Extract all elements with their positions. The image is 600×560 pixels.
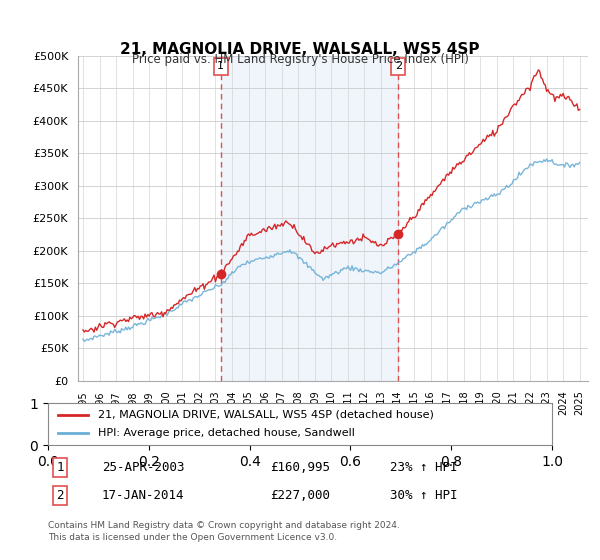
Text: £227,000: £227,000 [270, 489, 330, 502]
Text: 1: 1 [56, 461, 64, 474]
Text: 17-JAN-2014: 17-JAN-2014 [102, 489, 185, 502]
Text: 21, MAGNOLIA DRIVE, WALSALL, WS5 4SP (detached house): 21, MAGNOLIA DRIVE, WALSALL, WS5 4SP (de… [98, 410, 434, 420]
Text: £160,995: £160,995 [270, 461, 330, 474]
Text: Price paid vs. HM Land Registry's House Price Index (HPI): Price paid vs. HM Land Registry's House … [131, 53, 469, 66]
Text: 23% ↑ HPI: 23% ↑ HPI [390, 461, 458, 474]
Text: 30% ↑ HPI: 30% ↑ HPI [390, 489, 458, 502]
Text: 2: 2 [395, 62, 402, 71]
Text: 1: 1 [217, 62, 224, 71]
Text: HPI: Average price, detached house, Sandwell: HPI: Average price, detached house, Sand… [98, 428, 355, 438]
Text: 21, MAGNOLIA DRIVE, WALSALL, WS5 4SP: 21, MAGNOLIA DRIVE, WALSALL, WS5 4SP [120, 42, 480, 57]
Text: 25-APR-2003: 25-APR-2003 [102, 461, 185, 474]
Bar [221, 56, 398, 381]
Text: This data is licensed under the Open Government Licence v3.0.: This data is licensed under the Open Gov… [48, 533, 337, 542]
Text: 2: 2 [56, 489, 64, 502]
Text: Contains HM Land Registry data © Crown copyright and database right 2024.: Contains HM Land Registry data © Crown c… [48, 521, 400, 530]
